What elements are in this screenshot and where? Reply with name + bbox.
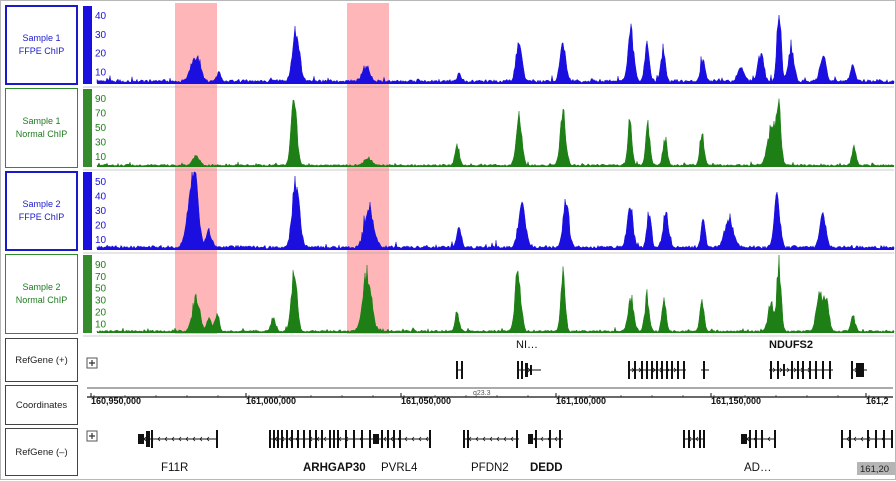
- track-label-text: RefGene (–): [15, 446, 68, 458]
- axis-tick-label: 30: [95, 138, 107, 149]
- coordinate-label: 161,150,000: [711, 396, 761, 406]
- axis-tick-label: 30: [95, 30, 107, 41]
- track-axis-bar: [83, 89, 92, 167]
- signal-track-3[interactable]: [96, 171, 895, 250]
- gene-model[interactable]: [528, 430, 563, 448]
- axis-tick-label: 30: [95, 206, 107, 217]
- track-label-line2: FFPE ChIP: [18, 212, 65, 222]
- axis-tick-label: 30: [95, 296, 107, 307]
- track-label-line1: Sample 2: [22, 282, 61, 292]
- track-label-text: RefGene (+): [15, 354, 68, 366]
- gene-model[interactable]: [683, 430, 705, 448]
- track-label-line1: Sample 1: [22, 116, 61, 126]
- gene-model[interactable]: [741, 430, 776, 448]
- coordinate-label: 160,950,000: [91, 396, 141, 406]
- gene-label[interactable]: NDUFS2: [769, 339, 813, 351]
- track-label-line2: FFPE ChIP: [18, 46, 65, 56]
- axis-tick-label: 70: [95, 272, 107, 283]
- cytoband-label: q23.3: [473, 390, 491, 397]
- gene-model[interactable]: [371, 430, 431, 448]
- gene-model[interactable]: [269, 430, 335, 448]
- coordinate-label: 161,2: [866, 396, 889, 406]
- axis-tick-label: 40: [95, 11, 107, 22]
- gene-label[interactable]: F11R: [161, 462, 188, 474]
- axis-tick-label: 40: [95, 192, 107, 203]
- axis-tick-label: 20: [95, 49, 107, 60]
- track-label-line2: Normal ChIP: [15, 129, 68, 139]
- axis-tick-label: 90: [95, 260, 107, 271]
- end-position-text: 161,20: [860, 464, 889, 475]
- axis-tick-label: 50: [95, 284, 107, 295]
- refgene-plus-track[interactable]: NI… NDUFS2: [86, 339, 867, 379]
- gene-model[interactable]: [851, 361, 867, 379]
- axis-tick-label: 20: [95, 221, 107, 232]
- plus-box-icon-glyph: [89, 433, 95, 439]
- gene-model[interactable]: [456, 361, 463, 379]
- track-label-coordinates[interactable]: Coordinates: [5, 385, 78, 425]
- highlight-region-1: [175, 3, 217, 334]
- axis-tick-label: 10: [95, 235, 107, 246]
- track-label-refgene-plus[interactable]: RefGene (+): [5, 338, 78, 382]
- track-axis-bar: [83, 172, 92, 250]
- gene-label[interactable]: NI…: [516, 339, 538, 351]
- track-label-sample2-normal[interactable]: Sample 2 Normal ChIP: [5, 254, 78, 334]
- axis-tick-label: 10: [95, 152, 107, 163]
- gene-model[interactable]: [333, 430, 371, 448]
- track-label-text: Coordinates: [15, 399, 68, 411]
- gene-model[interactable]: [628, 361, 686, 379]
- track-label-line1: Sample 1: [22, 33, 61, 43]
- coordinate-label: 161,000,000: [246, 396, 296, 406]
- axis-tick-label: 70: [95, 109, 107, 120]
- track-label-line2: Normal ChIP: [15, 295, 68, 305]
- gene-model[interactable]: [841, 430, 893, 448]
- signal-track-4[interactable]: [96, 254, 895, 333]
- gene-model[interactable]: [769, 361, 833, 379]
- plus-box-icon-glyph: [89, 360, 95, 366]
- axis-tick-label: 50: [95, 177, 107, 188]
- axis-tick-label: 20: [95, 307, 107, 318]
- gene-label[interactable]: DEDD: [530, 462, 563, 474]
- gene-label[interactable]: ARHGAP30: [303, 462, 366, 474]
- gene-label[interactable]: PVRL4: [381, 462, 418, 474]
- coordinate-label: 161,050,000: [401, 396, 451, 406]
- gene-label[interactable]: AD…: [744, 462, 771, 474]
- axis-tick-label: 50: [95, 123, 107, 134]
- signal-track-2[interactable]: [96, 98, 895, 167]
- coordinates-track[interactable]: q23.3 160,950,000 161,000,000 161,050,000 1…: [87, 387, 895, 475]
- track-label-refgene-minus[interactable]: RefGene (–): [5, 428, 78, 476]
- highlight-region-2: [347, 3, 389, 334]
- track-label-line1: Sample 2: [22, 199, 61, 209]
- axis-tick-label: 10: [95, 67, 107, 78]
- gene-model[interactable]: [138, 430, 218, 448]
- gene-model[interactable]: [701, 361, 709, 379]
- track-label-sample1-ffpe[interactable]: Sample 1 FFPE ChIP: [5, 5, 78, 85]
- coordinate-label: 161,100,000: [556, 396, 606, 406]
- refgene-minus-track[interactable]: F11R ARHGAP30 PVRL4 PFDN2 DEDD AD…: [86, 430, 893, 474]
- axis-tick-label: 10: [95, 319, 107, 330]
- track-label-sample2-ffpe[interactable]: Sample 2 FFPE ChIP: [5, 171, 78, 251]
- signal-track-1[interactable]: [96, 14, 895, 84]
- gene-model[interactable]: [517, 361, 541, 379]
- gene-model[interactable]: [463, 430, 519, 448]
- gene-label[interactable]: PFDN2: [471, 462, 509, 474]
- track-axis-bar: [83, 6, 92, 84]
- axis-tick-label: 90: [95, 94, 107, 105]
- track-label-sample1-normal[interactable]: Sample 1 Normal ChIP: [5, 88, 78, 168]
- end-position-badge: [857, 462, 895, 475]
- track-axis-bar: [83, 255, 92, 333]
